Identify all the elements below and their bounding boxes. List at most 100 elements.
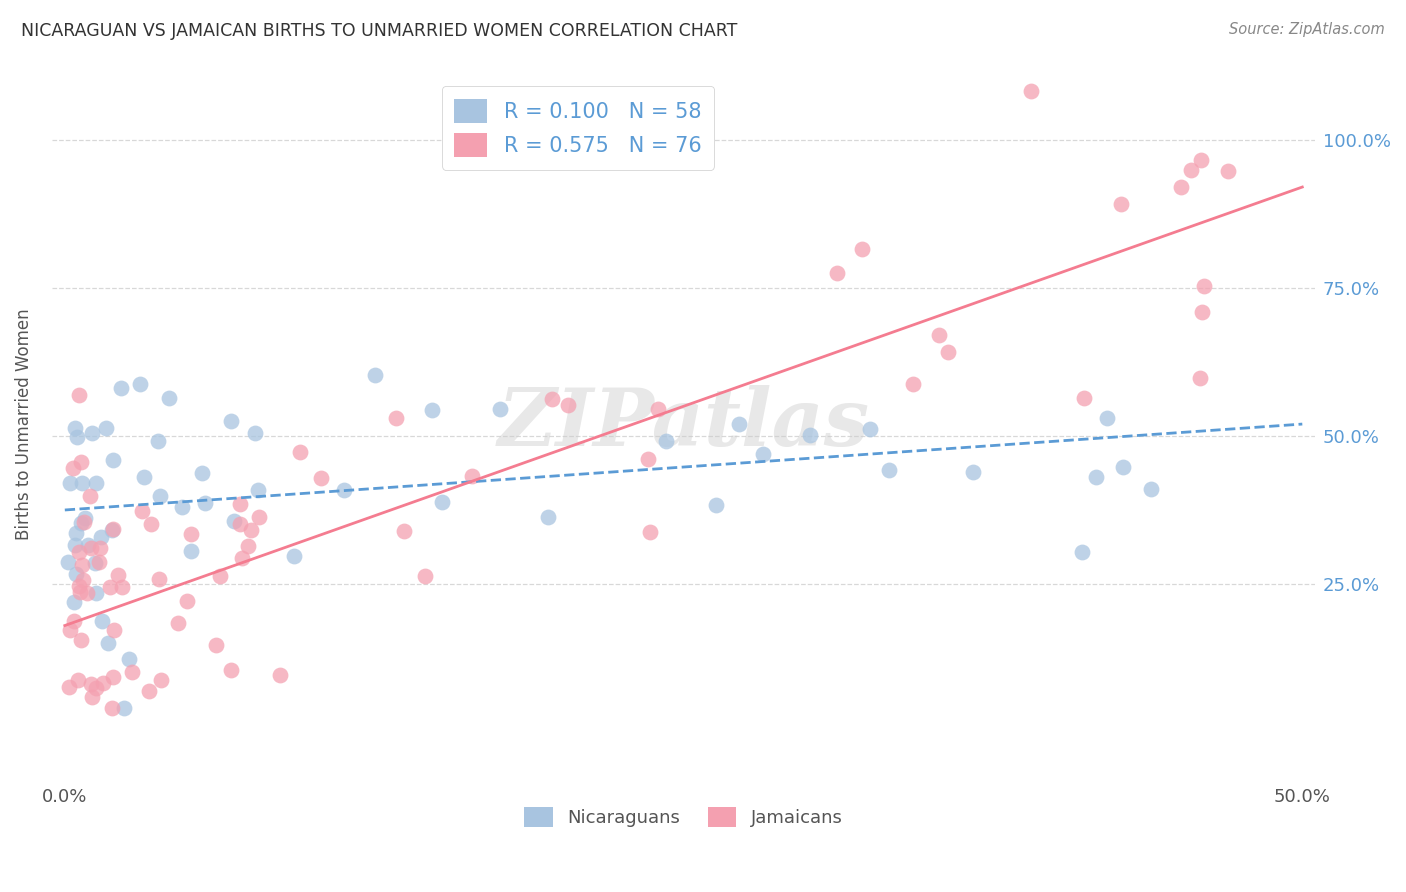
Point <box>70 516 93 531</box>
Point <box>112 700 135 714</box>
Point <box>63 594 86 608</box>
Point <box>69 633 91 648</box>
Point <box>98 580 121 594</box>
Point <box>229 517 252 532</box>
Point <box>157 392 180 406</box>
Point <box>851 242 873 256</box>
Point <box>96 420 118 434</box>
Point <box>901 377 924 392</box>
Point <box>90 615 112 629</box>
Point <box>72 573 94 587</box>
Point <box>70 455 93 469</box>
Point <box>311 471 333 485</box>
Point <box>461 468 484 483</box>
Point <box>333 483 356 498</box>
Point <box>63 421 86 435</box>
Point <box>101 452 124 467</box>
Point <box>228 497 250 511</box>
Point <box>1095 410 1118 425</box>
Point <box>76 586 98 600</box>
Point <box>146 434 169 448</box>
Point <box>131 504 153 518</box>
Point <box>704 498 727 512</box>
Point <box>540 392 562 406</box>
Point <box>432 495 454 509</box>
Point <box>73 510 96 524</box>
Point <box>118 651 141 665</box>
Point <box>193 496 215 510</box>
Text: ZIPatlas: ZIPatlas <box>498 385 870 463</box>
Point <box>91 676 114 690</box>
Point <box>89 541 111 555</box>
Point <box>1191 305 1213 319</box>
Point <box>148 489 170 503</box>
Point <box>204 639 226 653</box>
Point <box>72 558 94 572</box>
Point <box>90 530 112 544</box>
Point <box>363 368 385 382</box>
Point <box>180 544 202 558</box>
Point <box>65 526 87 541</box>
Point <box>121 665 143 679</box>
Point <box>84 475 107 490</box>
Point <box>1189 371 1212 385</box>
Point <box>141 516 163 531</box>
Point <box>58 555 80 569</box>
Point <box>66 673 89 688</box>
Point <box>100 700 122 714</box>
Point <box>1111 196 1133 211</box>
Point <box>101 669 124 683</box>
Point <box>84 586 107 600</box>
Point <box>59 476 82 491</box>
Point <box>166 615 188 630</box>
Point <box>191 466 214 480</box>
Point <box>107 567 129 582</box>
Point <box>231 550 253 565</box>
Point <box>240 523 263 537</box>
Point <box>283 549 305 564</box>
Legend: Nicaraguans, Jamaicans: Nicaraguans, Jamaicans <box>517 799 851 835</box>
Point <box>557 398 579 412</box>
Point <box>101 523 124 537</box>
Point <box>1170 180 1192 194</box>
Point <box>537 510 560 524</box>
Y-axis label: Births to Unmarried Women: Births to Unmarried Women <box>15 309 32 540</box>
Point <box>238 539 260 553</box>
Point <box>825 266 848 280</box>
Point <box>879 463 901 477</box>
Point <box>224 514 246 528</box>
Point <box>62 461 84 475</box>
Point <box>488 402 510 417</box>
Point <box>269 668 291 682</box>
Point <box>1192 279 1215 293</box>
Point <box>110 381 132 395</box>
Point <box>67 388 90 402</box>
Point <box>1216 163 1239 178</box>
Point <box>180 527 202 541</box>
Point <box>59 624 82 638</box>
Point <box>728 417 751 431</box>
Point <box>150 673 173 688</box>
Point <box>138 683 160 698</box>
Point <box>80 425 103 440</box>
Point <box>101 522 124 536</box>
Point <box>97 636 120 650</box>
Point <box>962 465 984 479</box>
Point <box>288 445 311 459</box>
Point <box>1189 153 1212 168</box>
Point <box>245 426 267 441</box>
Point <box>67 545 90 559</box>
Point <box>1084 470 1107 484</box>
Point <box>394 524 416 539</box>
Point <box>246 483 269 497</box>
Text: Source: ZipAtlas.com: Source: ZipAtlas.com <box>1229 22 1385 37</box>
Point <box>128 377 150 392</box>
Point <box>73 516 96 530</box>
Point <box>638 525 661 540</box>
Point <box>1139 482 1161 496</box>
Point <box>70 476 93 491</box>
Point <box>209 569 232 583</box>
Point <box>936 344 959 359</box>
Text: NICARAGUAN VS JAMAICAN BIRTHS TO UNMARRIED WOMEN CORRELATION CHART: NICARAGUAN VS JAMAICAN BIRTHS TO UNMARRI… <box>21 22 738 40</box>
Point <box>1180 162 1202 177</box>
